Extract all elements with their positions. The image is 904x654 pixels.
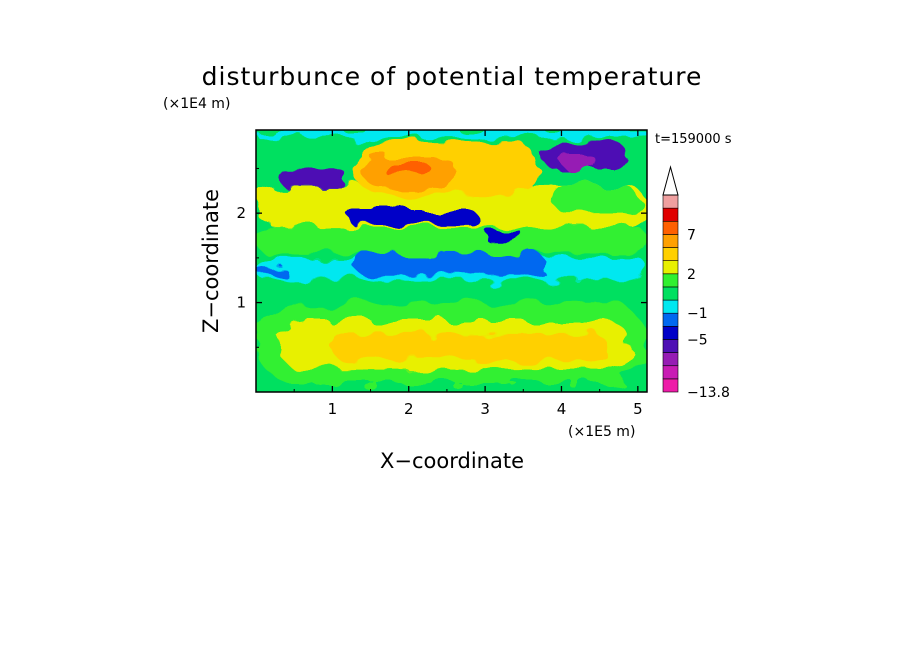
x-unit-label: (×1E5 m) bbox=[568, 424, 635, 440]
x-tick-label: 3 bbox=[480, 400, 490, 418]
colorbar-segment bbox=[662, 352, 679, 367]
colorbar-segment bbox=[662, 247, 679, 261]
contour-region-12 bbox=[485, 231, 524, 242]
colorbar-segment bbox=[662, 260, 679, 275]
colorbar-tick-label: 2 bbox=[687, 267, 696, 283]
colorbar-segment bbox=[662, 378, 679, 393]
plot-frame bbox=[255, 129, 648, 393]
contour-region-3 bbox=[256, 280, 647, 303]
colorbar-segment bbox=[662, 312, 679, 327]
contour-region-18 bbox=[561, 155, 596, 169]
contour-region-16 bbox=[278, 170, 348, 187]
colorbar-extend-arrow bbox=[662, 165, 679, 196]
x-tick-label: 1 bbox=[328, 400, 338, 418]
chart-title: disturbunce of potential temperature bbox=[202, 62, 703, 91]
contour-region-1 bbox=[256, 383, 647, 392]
x-tick-label: 5 bbox=[633, 400, 643, 418]
time-label: t=159000 s bbox=[655, 132, 732, 147]
contour-region-19 bbox=[553, 186, 638, 214]
y-tick-label: 2 bbox=[236, 204, 246, 222]
y-axis: 12 bbox=[236, 167, 647, 348]
colorbar-segment bbox=[662, 286, 679, 301]
contour-region-11 bbox=[347, 210, 478, 224]
x-tick-label: 4 bbox=[557, 400, 567, 418]
colorbar-segment bbox=[662, 273, 679, 288]
y-axis-label: Z−coordinate bbox=[199, 189, 223, 333]
colorbar-tick-label: 7 bbox=[687, 227, 696, 243]
contour-region-7 bbox=[256, 266, 287, 276]
y-unit-label: (×1E4 m) bbox=[163, 96, 230, 112]
contour-region-6 bbox=[332, 333, 608, 361]
colorbar-segment bbox=[662, 194, 679, 209]
contour-fields bbox=[256, 130, 647, 392]
colorbar-segment bbox=[662, 339, 679, 353]
colorbar-segment bbox=[662, 220, 679, 235]
x-tick-label: 2 bbox=[404, 400, 414, 418]
x-axis-label: X−coordinate bbox=[380, 449, 524, 473]
colorbar-tick-label: −5 bbox=[687, 332, 708, 348]
colorbar-segment bbox=[662, 326, 679, 340]
colorbar-segment bbox=[662, 207, 679, 222]
colorbar-segment bbox=[662, 365, 679, 380]
colorbar-tick-label: −13.8 bbox=[687, 385, 730, 401]
contour-region-15 bbox=[385, 163, 432, 178]
contour-region-20 bbox=[256, 130, 647, 138]
x-axis: 1 2 3 4 5 bbox=[293, 130, 643, 418]
colorbar-segment bbox=[662, 234, 679, 248]
colorbar: −13.8 −5 −1 2 7 bbox=[662, 165, 730, 401]
colorbar-segment bbox=[662, 299, 679, 314]
contour-region-9 bbox=[256, 226, 647, 254]
contour-region-8 bbox=[355, 253, 547, 276]
y-tick-label: 1 bbox=[236, 294, 246, 312]
colorbar-tick-label: −1 bbox=[687, 306, 708, 322]
